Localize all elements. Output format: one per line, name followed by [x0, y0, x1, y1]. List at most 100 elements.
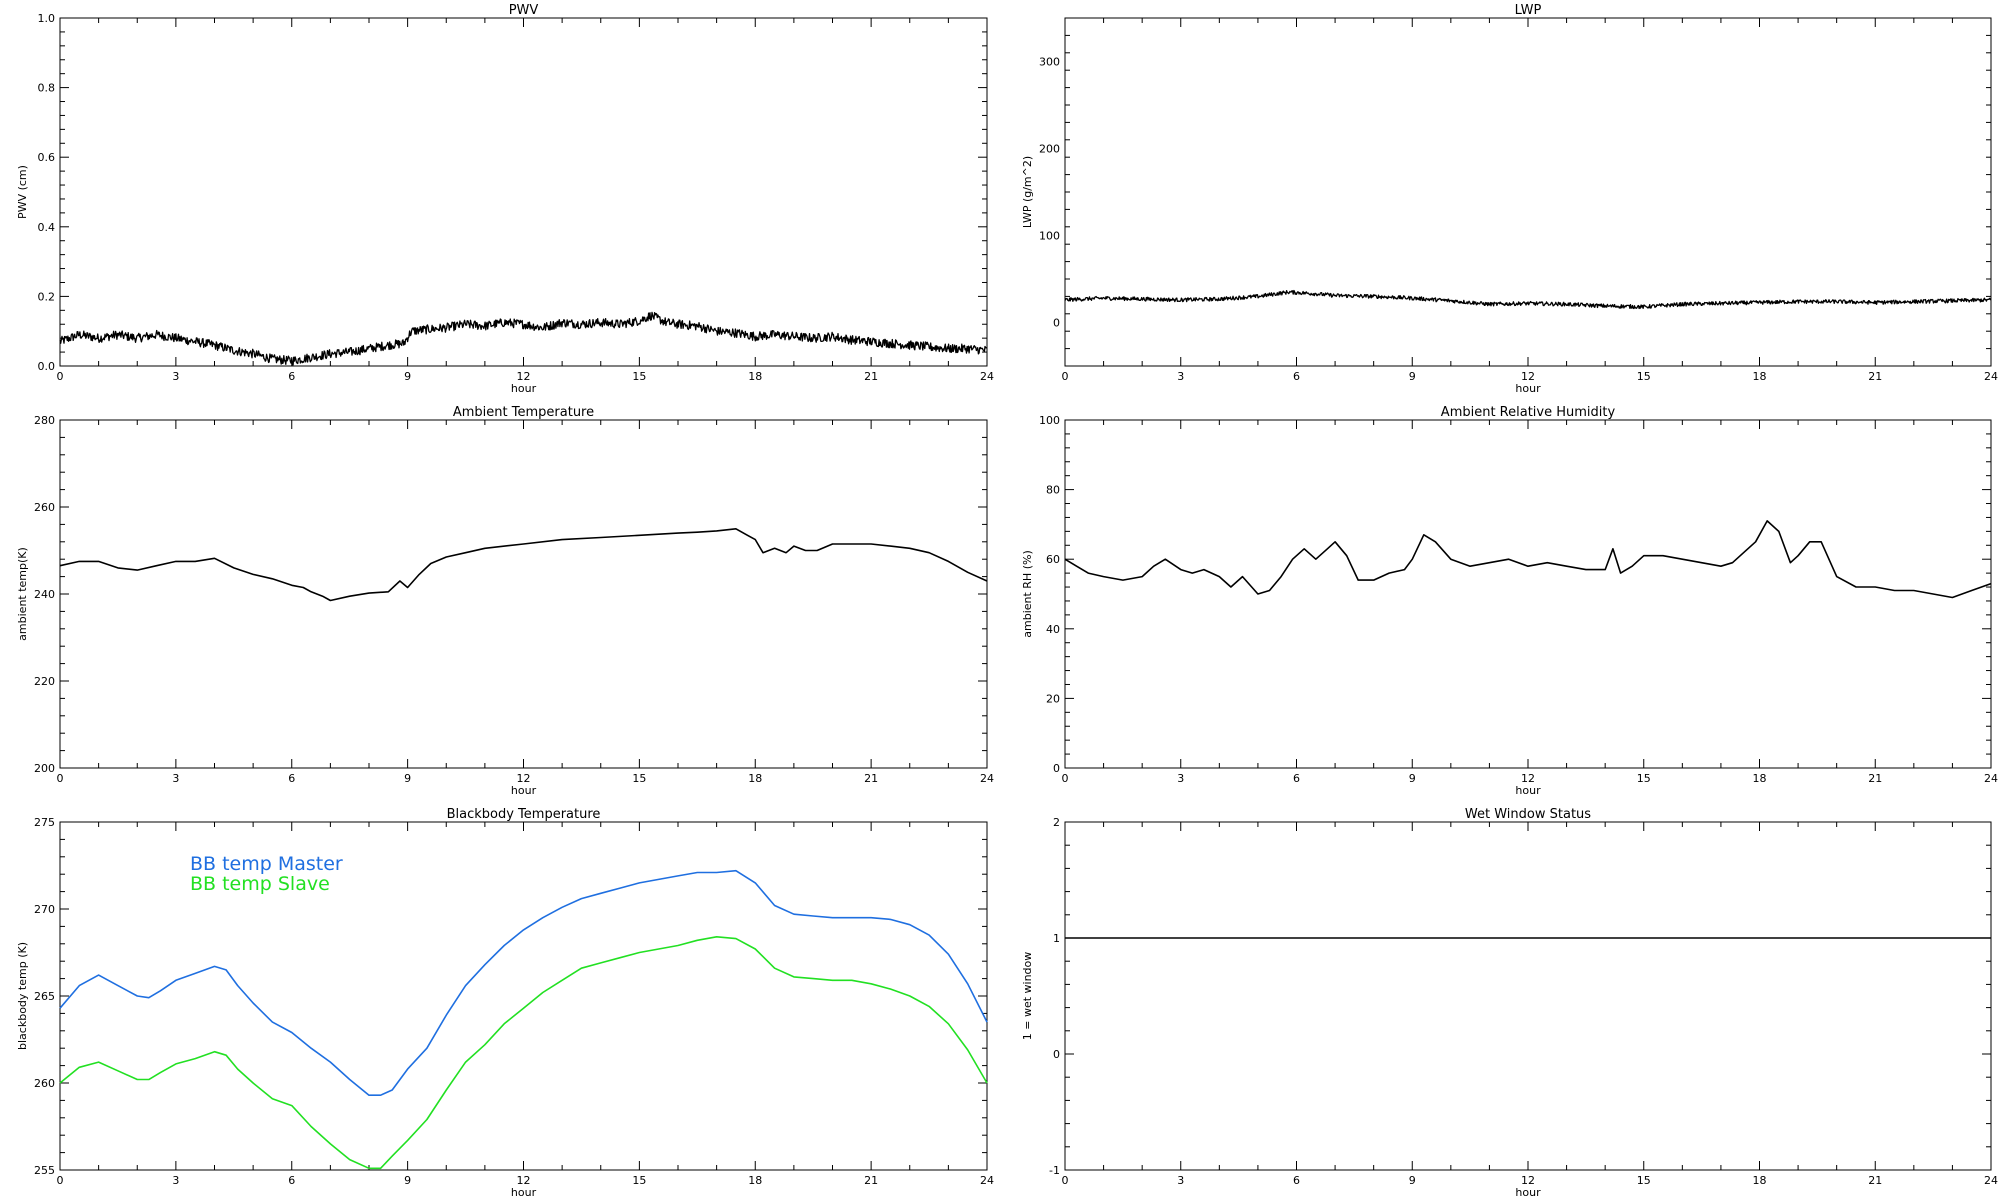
series-line-1 — [1064, 520, 1992, 599]
y-axis-label: 1 = wet window — [1021, 952, 1034, 1041]
y-tick-label: 100 — [1039, 414, 1060, 427]
chart-title: Wet Window Status — [1465, 807, 1591, 822]
y-tick-label: -1 — [1049, 1164, 1060, 1177]
x-tick-label: 18 — [1753, 1174, 1767, 1187]
plot-frame — [1064, 419, 1992, 769]
x-tick-label: 3 — [172, 1174, 179, 1187]
y-tick-label: 80 — [1046, 484, 1060, 497]
plot-frame — [1064, 17, 1992, 367]
y-tick-label: 0.2 — [38, 290, 56, 303]
x-tick-label: 0 — [1062, 1174, 1069, 1187]
y-tick-label: 275 — [34, 816, 55, 829]
x-tick-label: 15 — [632, 370, 646, 383]
chart-title: Ambient Temperature — [453, 405, 594, 420]
y-tick-label: 200 — [34, 762, 55, 775]
x-tick-label: 9 — [1409, 370, 1416, 383]
legend-entry-2: BB temp Slave — [190, 873, 330, 895]
x-tick-label: 15 — [1637, 370, 1651, 383]
x-tick-label: 18 — [1753, 772, 1767, 785]
x-tick-label: 21 — [864, 370, 878, 383]
x-tick-label: 21 — [864, 772, 878, 785]
x-tick-label: 12 — [1521, 1174, 1535, 1187]
y-tick-label: 100 — [1039, 230, 1060, 243]
y-tick-label: 0 — [1053, 1048, 1060, 1061]
x-tick-label: 9 — [1409, 772, 1416, 785]
chart-title: PWV — [509, 3, 539, 18]
x-tick-label: 0 — [1062, 370, 1069, 383]
series-line-1 — [59, 311, 987, 366]
y-tick-label: 255 — [34, 1164, 55, 1177]
x-tick-label: 24 — [980, 1174, 994, 1187]
x-tick-label: 6 — [288, 772, 295, 785]
y-tick-label: 1 — [1053, 932, 1060, 945]
x-tick-label: 18 — [748, 370, 762, 383]
x-tick-label: 24 — [980, 772, 994, 785]
y-tick-label: 260 — [34, 1077, 55, 1090]
x-tick-label: 12 — [1521, 370, 1535, 383]
chart-panel-1: PWV 0 3 6 9 12 15 18 21 24 0.0 0.2 0.4 0.6 0.8 1.0 hour P… — [16, 3, 994, 395]
x-tick-label: 3 — [1177, 370, 1184, 383]
x-tick-label: 0 — [57, 370, 64, 383]
x-tick-label: 9 — [1409, 1174, 1416, 1187]
x-tick-label: 24 — [980, 370, 994, 383]
x-tick-label: 12 — [517, 370, 531, 383]
x-tick-label: 18 — [748, 1174, 762, 1187]
x-axis-label: hour — [511, 1186, 537, 1199]
y-axis-label: PWV (cm) — [16, 165, 29, 219]
series-line-1 — [1064, 289, 1992, 310]
y-tick-label: 60 — [1046, 553, 1060, 566]
x-tick-label: 6 — [288, 370, 295, 383]
x-axis-label: hour — [511, 784, 537, 797]
legend-entry-1: BB temp Master — [190, 853, 343, 875]
y-tick-label: 0.4 — [38, 221, 56, 234]
chart-panel-4: Ambient Relative Humidity 0 3 6 9 12 15 18 21 24 0… — [1021, 405, 1998, 797]
x-tick-label: 3 — [1177, 772, 1184, 785]
series-line-1 — [59, 528, 988, 602]
x-axis-label: hour — [1515, 382, 1541, 395]
x-tick-label: 3 — [172, 370, 179, 383]
x-tick-label: 6 — [1293, 1174, 1300, 1187]
x-tick-label: 15 — [1637, 1174, 1651, 1187]
x-axis-label: hour — [1515, 1186, 1541, 1199]
y-tick-label: 40 — [1046, 623, 1060, 636]
x-tick-label: 0 — [57, 772, 64, 785]
y-tick-label: 265 — [34, 990, 55, 1003]
x-tick-label: 24 — [1984, 370, 1998, 383]
x-tick-label: 12 — [517, 772, 531, 785]
y-tick-label: 0.0 — [38, 360, 56, 373]
plot-frame — [59, 17, 988, 367]
y-tick-label: 0 — [1053, 317, 1060, 330]
y-axis-label: blackbody temp (K) — [16, 942, 29, 1050]
y-tick-label: 0.6 — [38, 151, 56, 164]
y-tick-label: 20 — [1046, 692, 1060, 705]
y-tick-label: 300 — [1039, 56, 1060, 69]
x-axis-label: hour — [1515, 784, 1541, 797]
y-tick-label: 270 — [34, 903, 55, 916]
y-tick-label: 220 — [34, 675, 55, 688]
x-tick-label: 6 — [1293, 772, 1300, 785]
x-tick-label: 3 — [1177, 1174, 1184, 1187]
x-tick-label: 6 — [1293, 370, 1300, 383]
x-tick-label: 21 — [1868, 370, 1882, 383]
x-tick-label: 3 — [172, 772, 179, 785]
x-tick-label: 18 — [748, 772, 762, 785]
x-tick-label: 15 — [632, 772, 646, 785]
x-tick-label: 21 — [864, 1174, 878, 1187]
chart-panel-2: LWP 0 3 6 9 12 15 18 21 24 0 100 200 300 hour LWP (g/m^… — [1021, 3, 1998, 395]
y-tick-label: 280 — [34, 414, 55, 427]
x-tick-label: 24 — [1984, 772, 1998, 785]
y-axis-label: LWP (g/m^2) — [1021, 156, 1034, 228]
y-tick-label: 2 — [1053, 816, 1060, 829]
y-tick-label: 200 — [1039, 143, 1060, 156]
y-axis-label: ambient RH (%) — [1021, 550, 1034, 638]
x-tick-label: 9 — [404, 1174, 411, 1187]
y-tick-label: 240 — [34, 588, 55, 601]
plot-frame — [59, 419, 988, 769]
x-axis-label: hour — [511, 382, 537, 395]
x-tick-label: 9 — [404, 370, 411, 383]
chart-title: Blackbody Temperature — [447, 807, 601, 822]
y-tick-label: 1.0 — [38, 12, 56, 25]
chart-panel-3: Ambient Temperature 0 3 6 9 12 15 18 21 24 200 220 2… — [16, 405, 994, 797]
